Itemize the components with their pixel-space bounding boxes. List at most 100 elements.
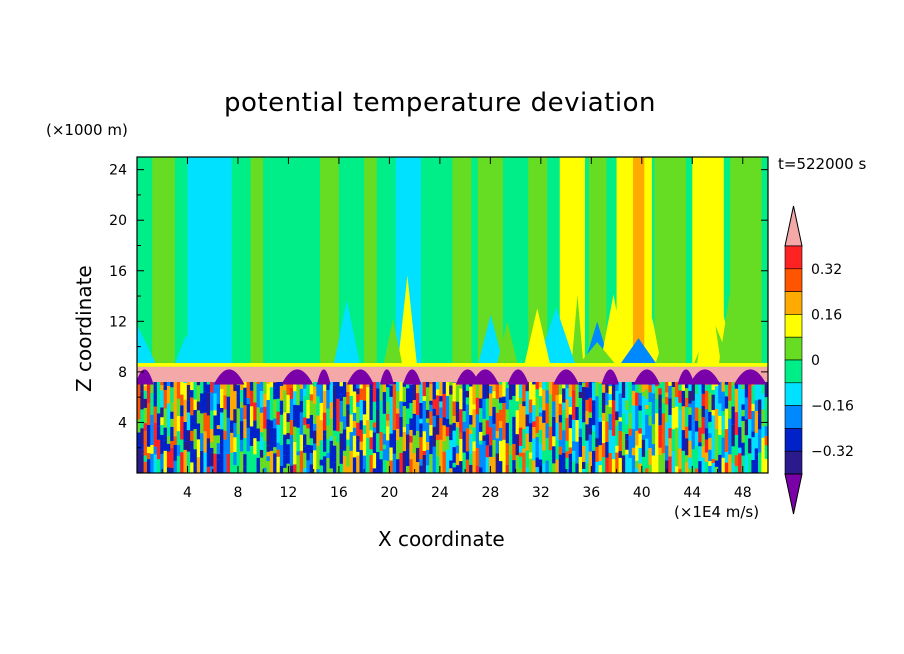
turbulence-cell bbox=[332, 435, 337, 446]
turbulence-cell bbox=[256, 428, 261, 442]
turbulence-cell bbox=[223, 395, 227, 410]
x-unit-label: (×1E4 m/s) bbox=[674, 503, 760, 521]
turbulence-cell bbox=[296, 405, 300, 428]
upper-plume bbox=[496, 321, 518, 365]
turbulence-cell bbox=[515, 382, 520, 402]
turbulence-cell bbox=[306, 444, 310, 449]
turbulence-cell bbox=[641, 416, 646, 435]
turbulence-cell bbox=[269, 381, 274, 388]
turbulence-cell bbox=[316, 400, 320, 405]
turbulence-cell bbox=[239, 428, 244, 440]
x-tick-label: 4 bbox=[183, 485, 192, 501]
turbulence-cell bbox=[502, 396, 506, 403]
turbulence-cell bbox=[701, 406, 706, 418]
turbulence-cell bbox=[140, 409, 144, 429]
inversion-bump bbox=[379, 369, 394, 385]
turbulence-cell bbox=[538, 443, 543, 460]
turbulence-cell bbox=[601, 412, 606, 421]
turbulence-cell bbox=[439, 407, 443, 418]
turbulence-cell bbox=[369, 430, 374, 438]
turbulence-cell bbox=[239, 451, 244, 473]
turbulence-cell bbox=[200, 433, 204, 451]
turbulence-cell bbox=[658, 388, 662, 395]
turbulence-cell bbox=[342, 416, 347, 430]
turbulence-cell bbox=[502, 381, 506, 397]
turbulence-cell bbox=[356, 439, 360, 452]
turbulence-cell bbox=[495, 381, 500, 400]
turbulence-cell bbox=[608, 394, 613, 401]
turbulence-cell bbox=[253, 381, 257, 403]
turbulence-cell bbox=[502, 451, 506, 473]
colorbar-box bbox=[784, 359, 803, 384]
turbulence-cell bbox=[505, 409, 510, 423]
inversion-bump bbox=[137, 369, 154, 385]
turbulence-cell bbox=[309, 394, 314, 401]
turbulence-cell bbox=[409, 384, 413, 404]
turbulence-cell bbox=[568, 406, 573, 415]
turbulence-cell bbox=[498, 461, 503, 473]
turbulence-cell bbox=[409, 403, 413, 419]
turbulence-cell bbox=[671, 451, 676, 465]
turbulence-cell bbox=[226, 436, 231, 454]
turbulence-cell bbox=[432, 381, 437, 400]
turbulence-cell bbox=[190, 427, 194, 431]
turbulence-cell bbox=[160, 390, 164, 408]
turbulence-cell bbox=[694, 431, 699, 446]
upper-plume bbox=[571, 294, 584, 365]
turbulence-cell bbox=[658, 454, 662, 473]
turbulence-cell bbox=[528, 399, 533, 413]
turbulence-cell bbox=[734, 466, 739, 473]
turbulence-cell bbox=[731, 463, 736, 473]
turbulence-cell bbox=[462, 401, 467, 411]
turbulence-cell bbox=[748, 381, 752, 403]
turbulence-cell bbox=[572, 441, 576, 451]
upper-band bbox=[250, 157, 264, 365]
turbulence-cell bbox=[532, 381, 536, 385]
turbulence-cell bbox=[655, 455, 659, 473]
turbulence-cell bbox=[598, 460, 603, 466]
turbulence-cell bbox=[532, 421, 536, 428]
colorbar-label: 0 bbox=[811, 353, 820, 369]
turbulence-cell bbox=[356, 435, 360, 440]
turbulence-cell bbox=[562, 402, 566, 410]
turbulence-cell bbox=[724, 408, 729, 430]
turbulence-cell bbox=[239, 390, 244, 403]
turbulence-cell bbox=[731, 446, 736, 464]
turbulence-cell bbox=[276, 398, 281, 412]
turbulence-cell bbox=[332, 462, 337, 473]
turbulence-cell bbox=[628, 397, 633, 413]
turbulence-cell bbox=[455, 465, 460, 473]
turbulence-cell bbox=[489, 445, 493, 457]
turbulence-cell bbox=[585, 387, 589, 400]
turbulence-cell bbox=[200, 413, 204, 434]
turbulence-cell bbox=[276, 411, 281, 425]
turbulence-cell bbox=[166, 435, 171, 444]
turbulence-cell bbox=[535, 389, 540, 398]
turbulence-cell bbox=[625, 433, 629, 440]
turbulence-cell bbox=[508, 454, 513, 473]
turbulence-cell bbox=[684, 407, 689, 427]
turbulence-cell bbox=[163, 385, 168, 390]
turbulence-cell bbox=[266, 428, 271, 446]
turbulence-cell bbox=[362, 433, 367, 456]
colorbar: 0.32 0.16 0 −0.16 −0.32 bbox=[784, 205, 854, 515]
turbulence-cell bbox=[156, 381, 161, 397]
upper-band bbox=[152, 157, 175, 365]
turbulence-cell bbox=[661, 381, 666, 399]
turbulence-cell bbox=[565, 457, 569, 470]
turbulence-cell bbox=[625, 449, 629, 455]
turbulence-cell bbox=[415, 462, 420, 473]
turbulence-cell bbox=[479, 398, 483, 409]
turbulence-cell bbox=[419, 381, 423, 392]
turbulence-cell bbox=[631, 405, 636, 430]
turbulence-cell bbox=[263, 428, 267, 442]
turbulence-cell bbox=[568, 381, 573, 397]
turbulence-cell bbox=[611, 459, 616, 473]
turbulence-cell bbox=[266, 445, 271, 452]
turbulence-cell bbox=[638, 384, 643, 393]
turbulence-cell bbox=[575, 386, 579, 408]
turbulence-cell bbox=[635, 381, 639, 393]
turbulence-cell bbox=[731, 385, 736, 407]
turbulence-cell bbox=[555, 404, 560, 423]
turbulence-cell bbox=[186, 384, 191, 401]
